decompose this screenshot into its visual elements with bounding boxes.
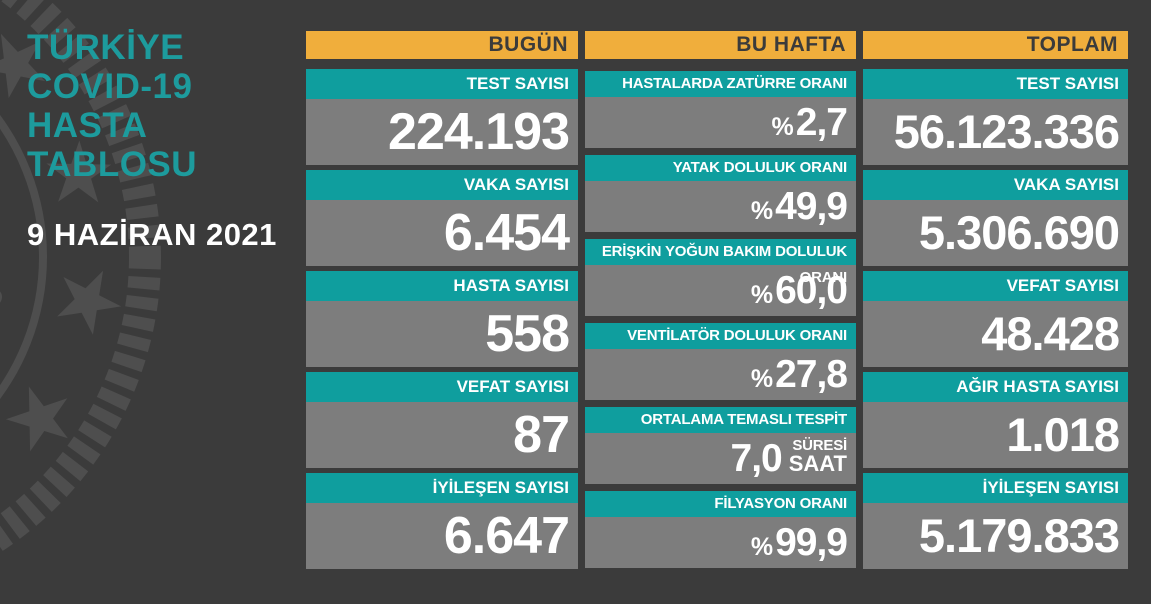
stat-card: AĞIR HASTA SAYISI 1.018 bbox=[863, 372, 1128, 468]
stat-value: 7,0 SAAT bbox=[585, 433, 856, 484]
percent-sign: % bbox=[750, 197, 774, 225]
stat-label: TEST SAYISI bbox=[863, 69, 1128, 99]
stat-value: %99,9 bbox=[585, 517, 856, 568]
stat-number: 7,0 bbox=[730, 437, 783, 480]
percent-sign: % bbox=[750, 533, 774, 561]
stat-value: 87 bbox=[306, 402, 578, 468]
stat-card: İYİLEŞEN SAYISI 5.179.833 bbox=[863, 473, 1128, 569]
stat-value: 5.306.690 bbox=[863, 200, 1128, 266]
stat-value: 48.428 bbox=[863, 301, 1128, 367]
stat-card: HASTA SAYISI 558 bbox=[306, 271, 578, 367]
stat-label: VAKA SAYISI bbox=[306, 170, 578, 200]
stat-card: VENTİLATÖR DOLULUK ORANI %27,8 bbox=[585, 323, 856, 400]
stat-card: HASTALARDA ZATÜRRE ORANI %2,7 bbox=[585, 71, 856, 148]
column-bugun: BUGÜN TEST SAYISI 224.193 VAKA SAYISI 6.… bbox=[306, 31, 578, 569]
column-cards: TEST SAYISI 224.193 VAKA SAYISI 6.454 HA… bbox=[306, 69, 578, 569]
column-cards: TEST SAYISI 56.123.336 VAKA SAYISI 5.306… bbox=[863, 69, 1128, 569]
stat-number: 49,9 bbox=[775, 185, 848, 228]
column-bu-hafta: BU HAFTA HASTALARDA ZATÜRRE ORANI %2,7 Y… bbox=[585, 31, 856, 569]
stat-value: %49,9 bbox=[585, 181, 856, 232]
stat-card: TEST SAYISI 224.193 bbox=[306, 69, 578, 165]
stat-label: HASTALARDA ZATÜRRE ORANI bbox=[585, 71, 856, 97]
stat-label: VEFAT SAYISI bbox=[306, 372, 578, 402]
page-title-line: HASTA bbox=[27, 106, 148, 145]
percent-sign: % bbox=[750, 281, 774, 309]
report-date: 9 HAZİRAN 2021 bbox=[27, 217, 277, 252]
column-header-toplam: TOPLAM bbox=[863, 31, 1128, 59]
stat-card: YATAK DOLULUK ORANI %49,9 bbox=[585, 155, 856, 232]
stat-label: VENTİLATÖR DOLULUK ORANI bbox=[585, 323, 856, 349]
stat-card: VEFAT SAYISI 48.428 bbox=[863, 271, 1128, 367]
stat-label: TEST SAYISI bbox=[306, 69, 578, 99]
column-header-bugun: BUGÜN bbox=[306, 31, 578, 59]
stat-label: YATAK DOLULUK ORANI bbox=[585, 155, 856, 181]
column-cards: HASTALARDA ZATÜRRE ORANI %2,7 YATAK DOLU… bbox=[585, 71, 856, 568]
stat-number: 60,0 bbox=[775, 269, 848, 312]
percent-sign: % bbox=[750, 365, 774, 393]
stat-value: 558 bbox=[306, 301, 578, 367]
health-ministry-emblem-icon bbox=[0, 0, 161, 553]
stat-label: AĞIR HASTA SAYISI bbox=[863, 372, 1128, 402]
stat-value: 1.018 bbox=[863, 402, 1128, 468]
stat-columns: BUGÜN TEST SAYISI 224.193 VAKA SAYISI 6.… bbox=[306, 31, 1128, 569]
stat-label: FİLYASYON ORANI bbox=[585, 491, 856, 517]
stat-value: %2,7 bbox=[585, 97, 856, 148]
stat-label: HASTA SAYISI bbox=[306, 271, 578, 301]
stat-number: 27,8 bbox=[775, 353, 848, 396]
stat-card: VAKA SAYISI 6.454 bbox=[306, 170, 578, 266]
sidebar: TÜRKİYE COVID-19 HASTA TABLOSU 9 HAZİRAN… bbox=[27, 28, 297, 253]
page-title-line: TÜRKİYE bbox=[27, 28, 185, 67]
stat-value: 6.647 bbox=[306, 503, 578, 569]
column-toplam: TOPLAM TEST SAYISI 56.123.336 VAKA SAYIS… bbox=[863, 31, 1128, 569]
unit-label: SAAT bbox=[788, 451, 847, 476]
stat-value: 5.179.833 bbox=[863, 503, 1128, 569]
stat-value: 56.123.336 bbox=[863, 99, 1128, 165]
stat-value: 6.454 bbox=[306, 200, 578, 266]
stat-value: %27,8 bbox=[585, 349, 856, 400]
stat-number: 2,7 bbox=[795, 101, 848, 144]
page-title-line: TABLOSU bbox=[27, 145, 198, 184]
stat-label: İYİLEŞEN SAYISI bbox=[863, 473, 1128, 503]
stat-number: 99,9 bbox=[775, 521, 848, 564]
stat-card: VEFAT SAYISI 87 bbox=[306, 372, 578, 468]
page-title-line: COVID-19 bbox=[27, 67, 193, 106]
stat-label: İYİLEŞEN SAYISI bbox=[306, 473, 578, 503]
stat-card: İYİLEŞEN SAYISI 6.647 bbox=[306, 473, 578, 569]
stat-label: VAKA SAYISI bbox=[863, 170, 1128, 200]
column-header-bu-hafta: BU HAFTA bbox=[585, 31, 856, 59]
stat-card: TEST SAYISI 56.123.336 bbox=[863, 69, 1128, 165]
stat-label: VEFAT SAYISI bbox=[863, 271, 1128, 301]
percent-sign: % bbox=[771, 113, 794, 141]
stat-card: FİLYASYON ORANI %99,9 bbox=[585, 491, 856, 568]
stat-value: 224.193 bbox=[306, 99, 578, 165]
stat-card: VAKA SAYISI 5.306.690 bbox=[863, 170, 1128, 266]
stat-label: ORTALAMA TEMASLI TESPİT SÜRESİ bbox=[585, 407, 856, 454]
stat-label: ERİŞKİN YOĞUN BAKIM DOLULUK ORANI bbox=[585, 239, 856, 286]
stat-value: %60,0 bbox=[585, 265, 856, 316]
stat-card: ERİŞKİN YOĞUN BAKIM DOLULUK ORANI %60,0 bbox=[585, 239, 856, 316]
